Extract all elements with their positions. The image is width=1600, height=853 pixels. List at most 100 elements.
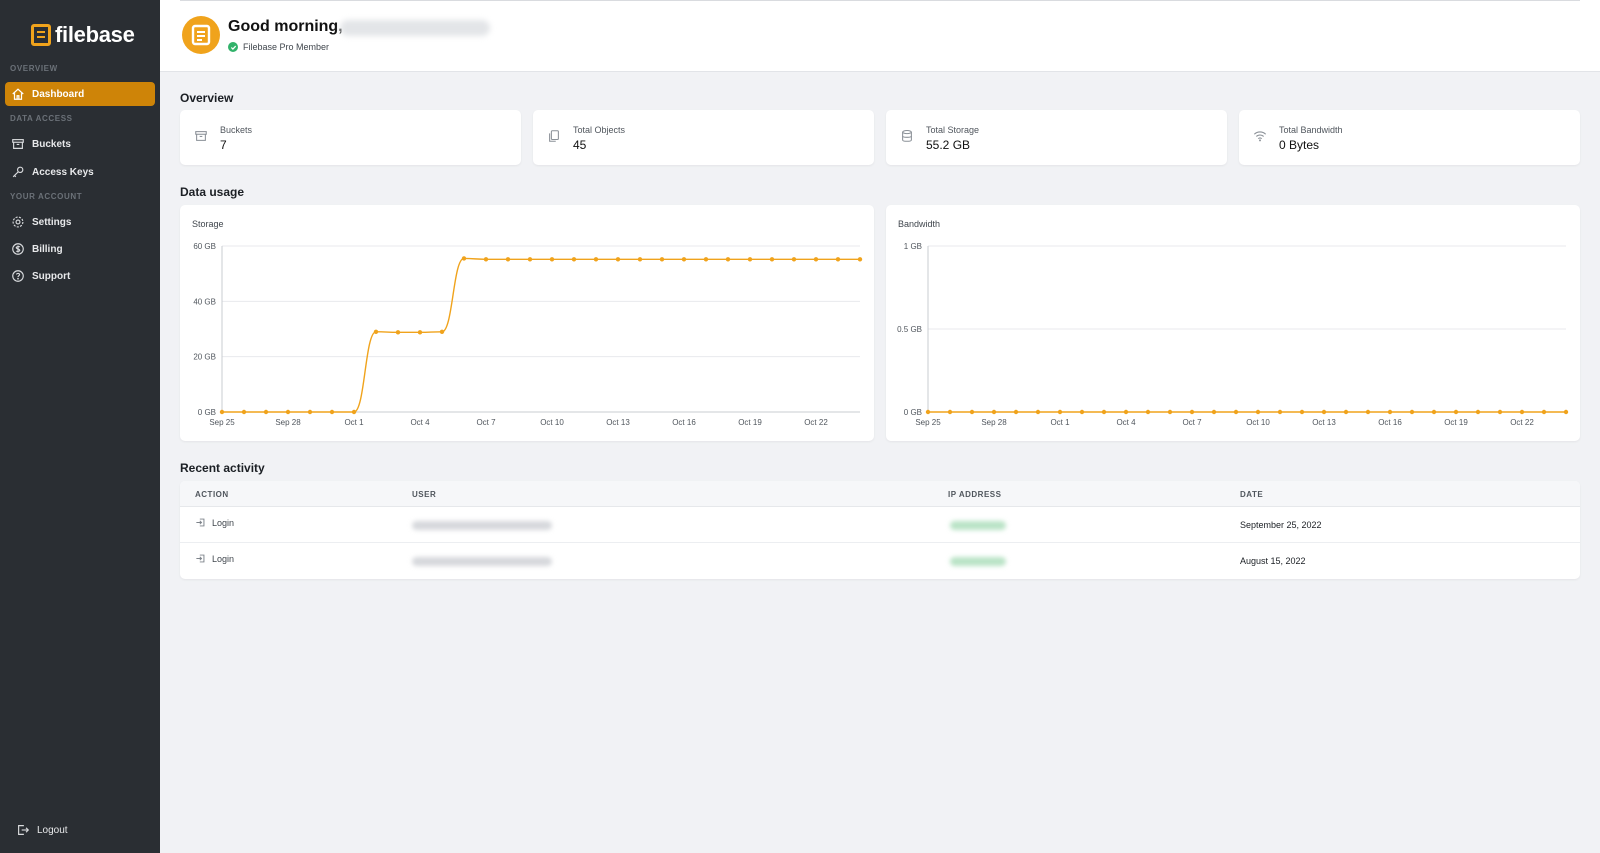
stat-card-buckets[interactable]: Buckets 7 [180, 110, 521, 165]
filebase-avatar-icon [191, 24, 211, 46]
data-point [969, 409, 975, 415]
action-label: Login [212, 517, 235, 528]
data-point [1123, 409, 1129, 415]
data-usage-heading: Data usage [180, 185, 245, 199]
data-point [505, 257, 511, 262]
filebase-logo[interactable]: filebase [31, 22, 135, 48]
stat-value: 7 [220, 138, 227, 152]
x-tick-label: Oct 7 [476, 418, 496, 427]
date-cell: August 15, 2022 [1240, 556, 1306, 566]
x-tick-label: Oct 22 [804, 418, 828, 427]
x-tick-label: Oct 10 [540, 418, 564, 427]
key-icon [11, 165, 25, 179]
sidebar-item-access-keys[interactable]: Access Keys [5, 160, 155, 184]
data-point [637, 257, 643, 262]
data-point [1453, 409, 1459, 415]
data-point [1299, 409, 1305, 415]
column-header-user: USER [412, 490, 437, 499]
sidebar-item-settings[interactable]: Settings [5, 210, 155, 234]
x-tick-label: Oct 1 [1050, 418, 1070, 427]
data-point [991, 409, 997, 415]
x-tick-label: Oct 4 [410, 418, 430, 427]
redacted-ip-address [950, 557, 1006, 566]
redacted-user-email [412, 521, 552, 530]
data-point [659, 257, 665, 262]
data-point [791, 257, 797, 262]
data-point [395, 330, 401, 335]
data-point [1057, 409, 1063, 415]
stat-value: 0 Bytes [1279, 138, 1320, 152]
x-tick-label: Sep 28 [275, 418, 301, 427]
logout-button[interactable]: Logout [10, 818, 160, 842]
recent-activity-heading: Recent activity [180, 461, 265, 475]
storage-chart: 0 GB 20 GB 40 GB 60 GB Sep 25 Sep 28 Oct 1 Oct … [193, 242, 863, 427]
data-point [1409, 409, 1415, 415]
data-point [263, 409, 269, 415]
data-point [681, 257, 687, 262]
data-point [1365, 409, 1371, 415]
avatar[interactable] [182, 16, 220, 54]
sidebar-item-support[interactable]: Support [5, 264, 155, 288]
database-icon [902, 129, 912, 142]
login-icon [196, 554, 205, 563]
column-header-date: DATE [1240, 490, 1264, 499]
column-header-action: ACTION [195, 490, 229, 499]
membership-status: Filebase Pro Member [228, 42, 329, 52]
section-label-overview: OVERVIEW [10, 64, 58, 73]
data-point [461, 256, 467, 261]
section-label-your-account: YOUR ACCOUNT [10, 192, 83, 201]
table-row[interactable]: Login August 15, 2022 [180, 543, 1580, 579]
stat-card-total-bandwidth[interactable]: Total Bandwidth 0 Bytes [1239, 110, 1580, 165]
data-point [835, 257, 841, 262]
chart-title: Storage [192, 219, 224, 229]
bandwidth-chart-card: Bandwidth 0 GB 0.5 GB 1 GB Sep 25 Sep 28 Oct … [886, 205, 1580, 441]
sidebar-item-buckets[interactable]: Buckets [5, 132, 155, 156]
data-point [1255, 409, 1261, 415]
x-tick-label: Sep 25 [915, 418, 941, 427]
data-point [1035, 409, 1041, 415]
data-point [1387, 409, 1393, 415]
stat-label: Total Bandwidth [1279, 125, 1343, 135]
y-tick-label: 40 GB [193, 297, 216, 306]
stat-label: Total Storage [926, 125, 980, 135]
data-point [241, 409, 247, 415]
data-point [307, 409, 313, 415]
data-point [615, 257, 621, 262]
stat-card-total-storage[interactable]: Total Storage 55.2 GB [886, 110, 1227, 165]
y-tick-label: 1 GB [904, 242, 922, 251]
bandwidth-chart: 0 GB 0.5 GB 1 GB Sep 25 Sep 28 Oct 1 Oct 4 Oct … [897, 242, 1569, 427]
y-tick-label: 0 GB [198, 408, 216, 417]
sidebar-item-dashboard[interactable]: Dashboard [5, 82, 155, 106]
table-header: ACTION USER IP ADDRESS DATE [180, 481, 1580, 507]
table-row[interactable]: Login September 25, 2022 [180, 507, 1580, 543]
gear-icon [11, 215, 25, 229]
x-tick-label: Oct 19 [738, 418, 762, 427]
redacted-ip-address [950, 521, 1006, 530]
stat-card-total-objects[interactable]: Total Objects 45 [533, 110, 874, 165]
archive-icon [195, 131, 207, 141]
logout-label: Logout [37, 824, 68, 836]
data-point [285, 409, 291, 415]
data-point [1167, 409, 1173, 415]
data-point [1233, 409, 1239, 415]
chart-title: Bandwidth [898, 219, 941, 229]
data-point [947, 409, 953, 415]
data-point [1497, 409, 1503, 415]
stat-label: Buckets [220, 125, 253, 135]
help-circle-icon [11, 269, 25, 283]
data-point [1101, 409, 1107, 415]
data-point [1145, 409, 1151, 415]
data-point [351, 409, 357, 415]
overview-heading: Overview [180, 91, 234, 105]
logout-icon [16, 823, 30, 837]
data-point [1475, 409, 1481, 415]
header-divider [180, 0, 1580, 1]
x-tick-label: Oct 16 [672, 418, 696, 427]
sidebar-item-billing[interactable]: Billing [5, 237, 155, 261]
x-tick-label: Oct 7 [1182, 418, 1202, 427]
data-point [725, 257, 731, 262]
brand-name: filebase [55, 22, 135, 47]
data-point [1563, 409, 1569, 415]
data-point [769, 257, 775, 262]
data-point [483, 257, 489, 262]
